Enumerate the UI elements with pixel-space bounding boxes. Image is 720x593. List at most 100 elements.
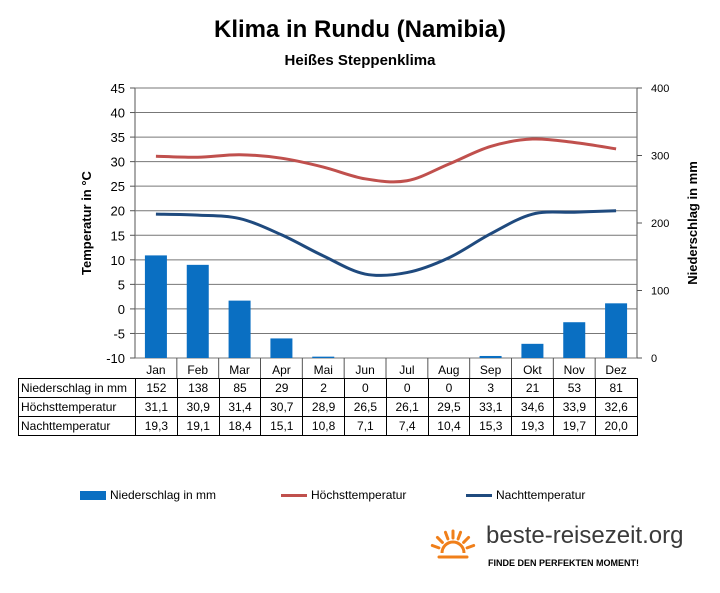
- table-cell: 19,1: [176, 416, 220, 436]
- table-cell: 31,1: [135, 397, 178, 417]
- y-axis-tick-label: 20: [111, 204, 125, 219]
- line-low-temperature: [155, 209, 617, 278]
- y-axis-tick-label: -10: [106, 351, 125, 366]
- table-cell: 15,3: [469, 416, 513, 436]
- table-cell: 31,4: [218, 397, 262, 417]
- table-cell: 19,3: [135, 416, 178, 436]
- table-cell: 19,7: [552, 416, 596, 436]
- x-axis-category-label: Mai: [314, 363, 333, 377]
- y-axis-tick-label: -5: [113, 326, 125, 341]
- table-cell: 81: [594, 378, 638, 398]
- table-cell: 21: [511, 378, 554, 398]
- table-cell: 7,4: [385, 416, 429, 436]
- table-cell: 30,7: [260, 397, 304, 417]
- plot-area: [134, 87, 638, 359]
- table-cell: 15,1: [260, 416, 304, 436]
- legend-label-precipitation: Niederschlag in mm: [110, 488, 217, 502]
- brand-name: beste-reisezeit.org: [486, 522, 684, 549]
- table-cell: 10,8: [302, 416, 345, 436]
- y-axis-tick-label: 40: [111, 106, 125, 121]
- sun-ray: [430, 543, 441, 550]
- table-cell: 0: [343, 378, 387, 398]
- table-cell: 138: [176, 378, 220, 398]
- table-row: Niederschlag in mm 152 138 85 29 2 0 0 0 3 21 53 81: [18, 378, 638, 398]
- sun-icon: [430, 529, 476, 559]
- sun-ray: [435, 535, 444, 544]
- table-cell: 0: [385, 378, 429, 398]
- y-axis-tick-label: 45: [111, 81, 125, 96]
- bar-precipitation: [270, 338, 293, 358]
- legend-label-low-temp: Nachttemperatur: [496, 488, 586, 502]
- sun-ray: [465, 543, 476, 550]
- bar-precipitation: [312, 356, 335, 358]
- bar-precipitation: [228, 300, 251, 358]
- x-axis-category-label: Apr: [272, 363, 291, 377]
- table-cell: 2: [302, 378, 345, 398]
- table-cell: 7,1: [343, 416, 387, 436]
- bar-precipitation: [144, 255, 167, 358]
- bar-precipitation: [521, 343, 544, 358]
- table-cell: 19,3: [511, 416, 554, 436]
- bar-precipitation: [479, 355, 502, 358]
- table-cell: 29: [260, 378, 304, 398]
- legend-item-low-temp: Nachttemperatur: [466, 488, 585, 502]
- x-axis-category-label: Jul: [399, 363, 414, 377]
- table-cell: 29,5: [427, 397, 471, 417]
- y2-axis-tick-label: 400: [651, 83, 669, 95]
- y2-axis-tick-label: 100: [651, 286, 669, 298]
- x-axis-category-label: Dez: [605, 363, 626, 377]
- brand-logo[interactable]: beste-reisezeit.org FINDE DEN PERFEKTEN …: [430, 522, 720, 582]
- x-axis-category-label: Jun: [355, 363, 374, 377]
- data-table: Niederschlag in mm 152 138 85 29 2 0 0 0 3 21 53 81 H…: [18, 378, 638, 436]
- y-axis-tick-label: 15: [111, 228, 125, 243]
- table-cell: 18,4: [218, 416, 262, 436]
- table-cell: 26,1: [385, 397, 429, 417]
- sun-ray: [456, 530, 463, 541]
- bar-precipitation: [563, 322, 586, 358]
- y-axis-title: Temperatur in °C: [79, 170, 94, 275]
- legend-label-high-temp: Höchsttemperatur: [311, 488, 407, 502]
- y2-axis-tick-label: 0: [651, 353, 657, 365]
- table-cell: 3: [469, 378, 513, 398]
- y2-axis-tick-label: 300: [651, 151, 669, 163]
- table-row: Höchsttemperatur 31,1 30,9 31,4 30,7 28,9 26,5…: [18, 397, 638, 417]
- table-cell: 20,0: [594, 416, 638, 436]
- legend-swatch-low: [466, 493, 492, 497]
- x-axis-category-label: Jan: [146, 363, 165, 377]
- x-axis-category-label: Feb: [187, 363, 208, 377]
- x-axis-category-label: Mar: [229, 363, 250, 377]
- table-cell: 53: [552, 378, 596, 398]
- table-row-label: Niederschlag in mm: [18, 378, 136, 398]
- x-axis-category-label: Aug: [438, 363, 459, 377]
- table-cell: 30,9: [176, 397, 220, 417]
- brand-tagline: FINDE DEN PERFEKTEN MOMENT!: [488, 558, 640, 568]
- table-cell: 152: [135, 378, 178, 398]
- bar-precipitation: [605, 303, 628, 358]
- sun-ray: [462, 535, 471, 544]
- table-cell: 32,6: [594, 397, 638, 417]
- y-axis-tick-label: 0: [118, 302, 125, 317]
- y2-axis-title: Niederschlag in mm: [685, 161, 700, 285]
- y2-axis-tick-label: 200: [651, 218, 669, 230]
- table-cell: 0: [427, 378, 471, 398]
- table-cell: 85: [218, 378, 262, 398]
- x-axis-category-label: Sep: [480, 363, 502, 377]
- legend-item-high-temp: Höchsttemperatur: [281, 488, 406, 502]
- table-cell: 34,6: [511, 397, 554, 417]
- legend-swatch-bar: [80, 490, 106, 500]
- table-cell: 33,9: [552, 397, 596, 417]
- bar-precipitation: [186, 264, 209, 358]
- y-axis-tick-label: 35: [111, 130, 125, 145]
- y-axis-tick-label: 10: [111, 253, 125, 268]
- x-axis-category-label: Okt: [523, 363, 542, 377]
- y-axis-tick-label: 25: [111, 179, 125, 194]
- chart-plot: 45 40 35 30 25 20 15 10 5 0 -5 -10 400 300 200 100 0 Jan F…: [79, 81, 700, 378]
- table-cell: 10,4: [427, 416, 471, 436]
- table-cell: 28,9: [302, 397, 345, 417]
- line-high-temperature: [155, 137, 617, 184]
- legend-swatch-high: [281, 493, 307, 497]
- x-axis-category-label: Nov: [564, 363, 585, 377]
- chart-subtitle: Heißes Steppenklima: [284, 52, 436, 69]
- table-row-label: Nachttemperatur: [18, 416, 136, 436]
